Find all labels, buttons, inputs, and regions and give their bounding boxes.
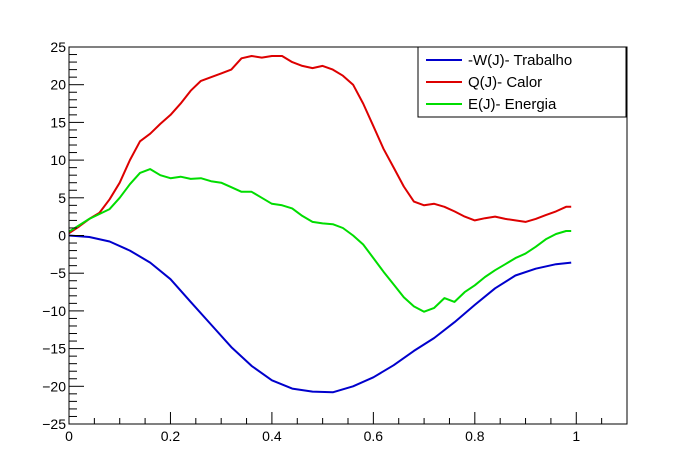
y-tick-label: −25	[42, 416, 66, 432]
y-tick-label: 10	[50, 152, 66, 168]
axis-layer: 0 0.2 0.4 0.6 0.8 1 25 20 15 10 5 0 −5 −10 −15 −20 −25	[42, 39, 628, 444]
series-layer	[68, 55, 572, 394]
y-tick-label: 0	[58, 228, 66, 244]
x-tick-label: 0	[65, 428, 73, 444]
series-line-1	[68, 55, 572, 235]
y-tick-label: −20	[42, 378, 66, 394]
y-tick-label: −15	[42, 341, 66, 357]
y-tick-label: 25	[50, 39, 66, 55]
y-tick-label: 15	[50, 114, 66, 130]
legend-label-trabalho: -W(J)- Trabalho	[468, 52, 572, 69]
x-tick-label: 0.2	[161, 428, 181, 444]
y-tick-label: −5	[50, 265, 66, 281]
x-tick-label: 0.8	[465, 428, 485, 444]
y-tick-label: 20	[50, 77, 66, 93]
x-tick-label: 0.6	[364, 428, 384, 444]
x-tick-label: 0.4	[262, 428, 282, 444]
legend-label-energia: E(J)- Energia	[468, 96, 557, 113]
y-tick-label: −10	[42, 303, 66, 319]
series-line-2	[68, 168, 572, 313]
legend: -W(J)- Trabalho Q(J)- Calor E(J)- Energi…	[417, 46, 627, 118]
x-tick-label: 1	[572, 428, 580, 444]
y-tick-label: 5	[58, 190, 66, 206]
legend-label-calor: Q(J)- Calor	[468, 74, 542, 91]
series-line-0	[68, 234, 572, 394]
